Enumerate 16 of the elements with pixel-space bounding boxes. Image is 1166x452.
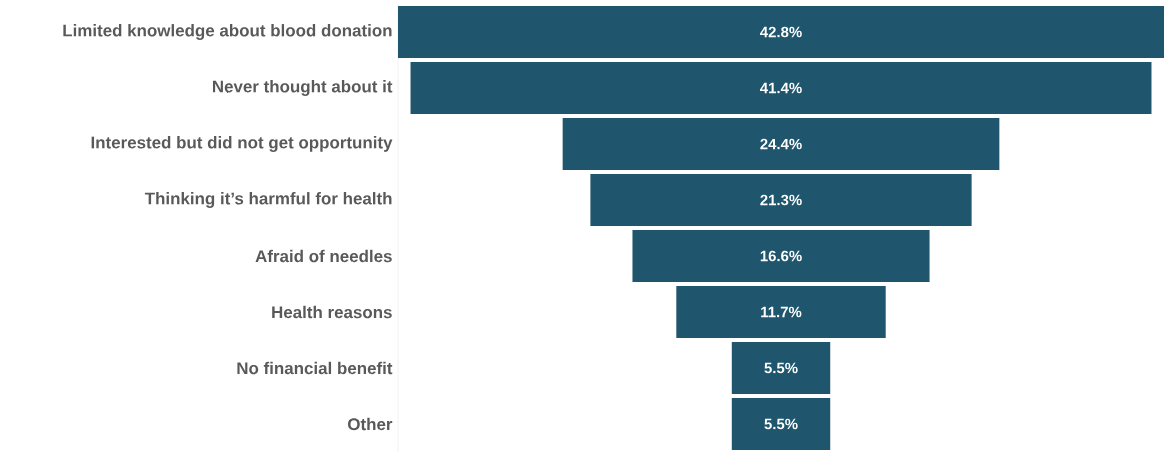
data-label: 41.4% [760, 82, 802, 94]
data-label: 5.5% [764, 362, 798, 374]
category-label: Thinking it’s harmful for health [144, 191, 392, 208]
category-label: Health reasons [272, 305, 392, 319]
data-label: 16.6% [760, 250, 802, 262]
category-label: Other [348, 417, 393, 431]
category-label: Afraid of needles [255, 249, 392, 263]
category-label: Never thought about it [212, 79, 393, 96]
data-label: 42.8% [760, 26, 802, 38]
data-label: 5.5% [764, 418, 798, 430]
category-label: Interested but did not get opportunity [91, 135, 393, 152]
category-label: Limited knowledge about blood donation [63, 23, 392, 40]
category-label: No financial benefit [237, 361, 393, 375]
data-label: 24.4% [760, 138, 802, 150]
data-label: 21.3% [760, 194, 802, 206]
data-label: 11.7% [761, 306, 802, 318]
